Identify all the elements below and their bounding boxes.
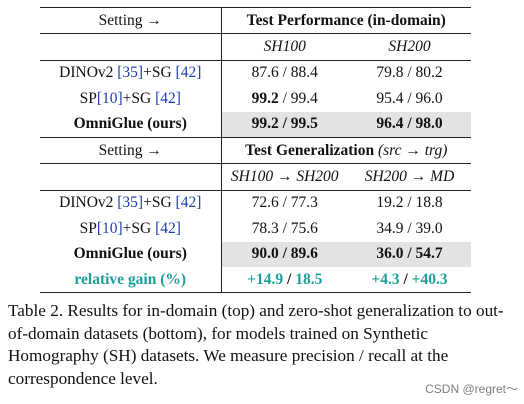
gain-cell: +4.3 / +40.3 [348,266,472,294]
value-cell: 99.2 / 99.5 [221,111,348,138]
gen-col-1: SH100 → SH200 [221,163,348,191]
setting-header: Setting → [40,6,222,35]
perf-col-sh200: SH200 [348,33,472,61]
table-row-ours: OmniGlue (ours) 99.2 / 99.5 96.4 / 98.0 [40,111,472,138]
citation-link[interactable]: [42] [155,219,181,237]
method-cell: OmniGlue (ours) [40,241,222,267]
method-cell: DINOv2 [35]+SG [42] [40,190,222,217]
citation-link[interactable]: [42] [155,89,181,107]
value-cell: 34.9 / 39.0 [376,219,443,237]
table-row: DINOv2 [35]+SG [42] 72.6 / 77.3 19.2 / 1… [40,190,471,217]
value-cell: 96.4 / 98.0 [348,111,472,138]
perf-subheader-row: SH100 SH200 [40,33,472,61]
citation-link[interactable]: [42] [175,64,202,82]
citation-link[interactable]: [10] [96,219,123,237]
value-cell: 78.3 / 75.6 [251,219,318,237]
value-cell: 79.8 / 80.2 [376,64,443,82]
value-cell: 95.4 / 96.0 [376,89,443,107]
table-caption: Table 2. Results for in-domain (top) and… [8,301,504,388]
table-row: SP[10]+SG [42] 99.2 / 99.4 95.4 / 96.0 [40,86,471,112]
perf-col-sh100: SH100 [221,33,348,61]
citation-link[interactable]: [35] [117,194,144,212]
gen-col-2: SH200 → MD [348,163,472,191]
value-cell: 19.2 / 18.8 [376,194,443,212]
setting-header: Setting → [40,136,222,165]
gain-row: relative gain (%) +14.9 / 18.5 +4.3 / +4… [40,266,472,294]
citation-link[interactable]: [10] [96,89,123,107]
perf-header-row: Setting → Test Performance (in-domain) [40,6,472,35]
watermark: CSDN @regret～ [425,382,518,396]
gen-header-row: Setting → Test Generalization (src → trg… [40,136,472,165]
value-cell: 36.0 / 54.7 [348,241,472,267]
results-table: Setting → Test Performance (in-domain) S… [40,6,472,294]
table-row-ours: OmniGlue (ours) 90.0 / 89.6 36.0 / 54.7 [40,241,472,267]
method-cell: DINOv2 [35]+SG [42] [40,60,222,87]
value-cell: 87.6 / 88.4 [251,64,318,82]
citation-link[interactable]: [42] [175,194,202,212]
gain-label: relative gain (%) [40,266,222,294]
table-row: DINOv2 [35]+SG [42] 87.6 / 88.4 79.8 / 8… [40,60,471,87]
gen-subheader-row: SH100 → SH200 SH200 → MD [40,163,472,191]
gain-cell: +14.9 / 18.5 [221,266,348,294]
table-row: SP[10]+SG [42] 78.3 / 75.6 34.9 / 39.0 [40,216,471,242]
citation-link[interactable]: [35] [117,64,144,82]
method-cell: SP[10]+SG [42] [40,86,222,112]
gen-header: Test Generalization (src → trg) [221,136,472,165]
value-cell: 72.6 / 77.3 [251,194,318,212]
value-cell: 99.2 / 99.4 [251,89,318,107]
value-cell: 90.0 / 89.6 [221,241,348,267]
method-cell: OmniGlue (ours) [40,111,222,138]
perf-header: Test Performance (in-domain) [221,6,472,35]
method-cell: SP[10]+SG [42] [40,216,222,242]
